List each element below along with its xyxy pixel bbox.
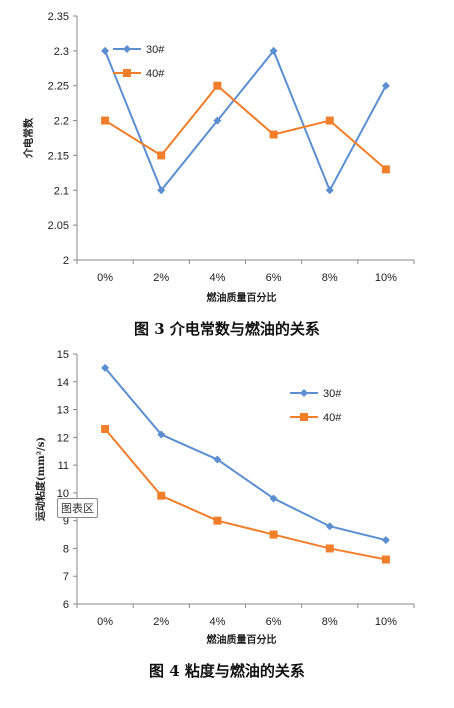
series-2-point — [325, 116, 334, 125]
y-tick-label: 14 — [57, 377, 69, 389]
chart-dielectric-constant: 2.35 2.3 2.25 2.2 2.15 2.1 2.05 2 0% 2% 4% 6% 8% 10% 燃… — [22, 11, 415, 304]
x-tick-label: 2% — [153, 272, 169, 284]
series-2-point — [269, 530, 278, 539]
x-tick-label: 0% — [97, 616, 113, 628]
y-tick-label: 2.1 — [54, 185, 69, 197]
series-1-point — [381, 81, 390, 90]
y-tick-label: 12 — [57, 432, 69, 444]
figure-3-caption: 图 3 介电常数与燃油的关系 — [134, 320, 320, 338]
y-tick-label: 13 — [57, 405, 69, 417]
x-tick-label: 4% — [209, 272, 225, 284]
x-tick-label: 10% — [375, 272, 397, 284]
y-tick-label: 2.25 — [48, 81, 69, 93]
x-tick-label: 8% — [322, 272, 338, 284]
x-axis-title: 燃油质量百分比 — [207, 291, 277, 304]
legend-2-label: 40# — [323, 412, 342, 424]
x-tick-label: 2% — [153, 616, 169, 628]
series-2-point — [381, 165, 390, 174]
legend-1-label: 30# — [323, 388, 342, 400]
legend-2-marker — [300, 413, 308, 421]
series-1-point — [269, 46, 278, 55]
y-tick-label: 10 — [57, 488, 69, 500]
series-1-point — [213, 455, 222, 464]
series-2-point — [101, 425, 110, 433]
x-axis-title: 燃油质量百分比 — [207, 633, 277, 646]
legend-2-marker — [123, 69, 131, 77]
series-1-point — [325, 186, 334, 195]
series-2-point — [157, 151, 166, 160]
legend-1-marker — [123, 45, 131, 53]
series-1-point — [157, 186, 166, 195]
x-tick-label: 10% — [375, 616, 397, 628]
y-tick-label: 2 — [63, 255, 69, 267]
y-tick-label: 2.15 — [48, 150, 69, 162]
series-2-point — [269, 130, 278, 139]
series-2-point — [157, 491, 166, 500]
x-tick-label: 6% — [266, 616, 282, 628]
y-tick-label: 2.35 — [48, 11, 69, 23]
legend-1-marker — [300, 389, 308, 397]
series-1-point — [101, 46, 110, 55]
x-tick-label: 8% — [322, 616, 338, 628]
series-1-point — [157, 430, 166, 439]
x-tick-label: 0% — [97, 272, 113, 284]
series-1-line — [104, 367, 387, 542]
series-2-point — [325, 544, 334, 553]
y-tick-label: 11 — [58, 460, 69, 472]
series-1-point — [325, 522, 334, 531]
y-tick-label: 9 — [63, 516, 69, 528]
y-axis-title: 运动粘度(mm²/s) — [34, 437, 47, 521]
chart-kinematic-viscosity: 15 14 13 12 11 10 9 8 7 6 0% 2% 4% 6% 8% 10% 燃油质量百分比 运动粘度… — [34, 349, 415, 646]
y-tick-label: 2.05 — [48, 220, 69, 232]
series-2-line — [104, 428, 387, 561]
series-1-point — [213, 116, 222, 125]
series-1-point — [381, 536, 390, 545]
series-1-point — [269, 494, 278, 503]
y-tick-label: 2.2 — [54, 116, 69, 128]
series-1-point — [101, 363, 110, 372]
y-tick-label: 7 — [63, 571, 69, 583]
legend-1-label: 30# — [146, 44, 165, 56]
y-axis-title: 介电常数 — [22, 117, 35, 159]
x-tick-label: 4% — [209, 616, 225, 628]
series-1-line — [104, 48, 387, 193]
series-2-point — [101, 116, 110, 125]
series-2-point — [213, 81, 222, 90]
legend-2-label: 40# — [146, 68, 165, 80]
y-tick-label: 2.3 — [54, 46, 69, 58]
series-2-line — [104, 84, 387, 171]
y-tick-label: 6 — [63, 599, 69, 611]
x-tick-label: 6% — [266, 272, 282, 284]
y-tick-label: 8 — [63, 543, 69, 555]
series-2-point — [213, 516, 222, 525]
figure-4-caption: 图 4 粘度与燃油的关系 — [149, 662, 305, 680]
y-tick-label: 15 — [57, 349, 69, 361]
series-2-point — [381, 555, 390, 564]
chart-area-tooltip: 图表区 — [57, 498, 98, 518]
